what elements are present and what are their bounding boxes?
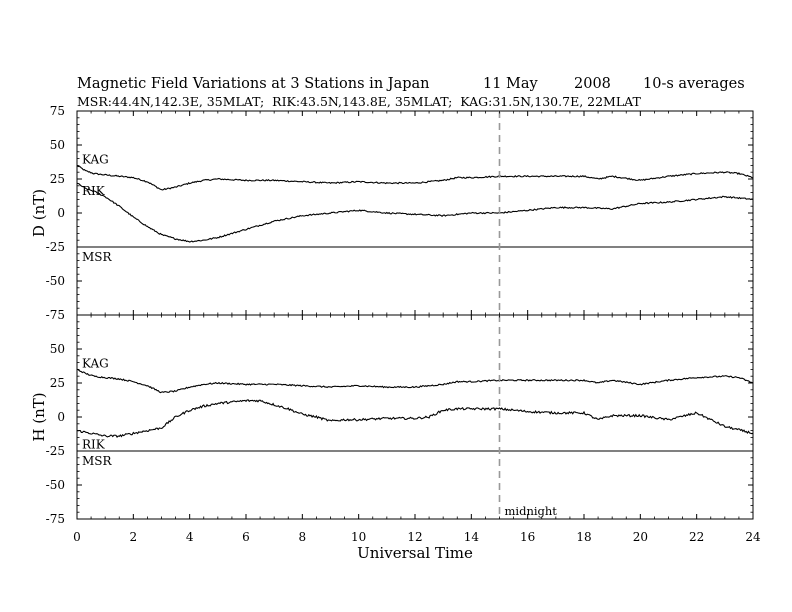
x-tick-label: 6 — [242, 530, 250, 544]
x-tick-label: 12 — [407, 530, 422, 544]
y-axis-label: D (nT) — [30, 189, 48, 237]
x-axis: 0 2 4 6 8 10 12 14 16 18 20 22 24 — [73, 111, 761, 544]
x-tick-label: 16 — [520, 530, 535, 544]
series-kag-line — [76, 368, 754, 394]
chart-title-date: 11 May — [483, 76, 539, 92]
chart-title-cadence: 10-s averages — [643, 76, 745, 92]
series-rik-line — [76, 399, 754, 438]
chart-title: Magnetic Field Variations at 3 Stations … — [77, 76, 430, 92]
y-tick-label: 50 — [50, 342, 65, 356]
y-axis-label: H (nT) — [30, 392, 48, 441]
y-tick-label: -75 — [46, 512, 65, 526]
x-tick-label: 8 — [299, 530, 307, 544]
y-tick-label: 0 — [57, 410, 65, 424]
y-tick-label: 50 — [50, 138, 65, 152]
y-tick-label: 0 — [57, 206, 65, 220]
y-tick-label: 25 — [50, 172, 65, 186]
series-kag-label: KAG — [82, 356, 109, 370]
series-kag-line — [76, 164, 754, 191]
series-kag-label: KAG — [82, 152, 109, 166]
series-msr-label: MSR — [82, 454, 113, 468]
x-tick-label: 18 — [576, 530, 591, 544]
y-tick-label: -25 — [46, 444, 65, 458]
y-tick-label: -50 — [46, 274, 65, 288]
x-tick-label: 14 — [464, 530, 480, 544]
y-tick-label: -25 — [46, 240, 65, 254]
chart-title-year: 2008 — [574, 76, 611, 92]
y-tick-label: -75 — [46, 308, 65, 322]
y-tick-label: 75 — [50, 104, 65, 118]
panel-frame — [76, 110, 754, 316]
x-tick-label: 4 — [186, 530, 194, 544]
x-tick-label: 20 — [633, 530, 648, 544]
panel-declination: 75 50 25 0 -25 -50 -75 D (nT) KAG RIK MSR — [30, 104, 754, 322]
midnight-annotation: midnight — [505, 504, 558, 518]
series-rik-label: RIK — [82, 438, 106, 452]
x-tick-label: 0 — [73, 530, 81, 544]
x-tick-label: 2 — [130, 530, 138, 544]
chart-subtitle: MSR:44.4N,142.3E, 35MLAT; RIK:43.5N,143.… — [77, 94, 641, 109]
x-tick-label: 10 — [351, 530, 366, 544]
series-msr-label: MSR — [82, 250, 113, 264]
series-rik-label: RIK — [82, 184, 106, 198]
x-tick-label: 22 — [689, 530, 704, 544]
x-tick-label: 24 — [745, 530, 761, 544]
series-rik-line — [76, 182, 754, 243]
y-tick-label: -50 — [46, 478, 65, 492]
panel-horizontal: 50 25 0 -25 -50 -75 H (nT) KAG RIK MSR — [30, 314, 754, 526]
y-tick-label: 25 — [50, 376, 65, 390]
x-axis-label: Universal Time — [357, 544, 473, 562]
